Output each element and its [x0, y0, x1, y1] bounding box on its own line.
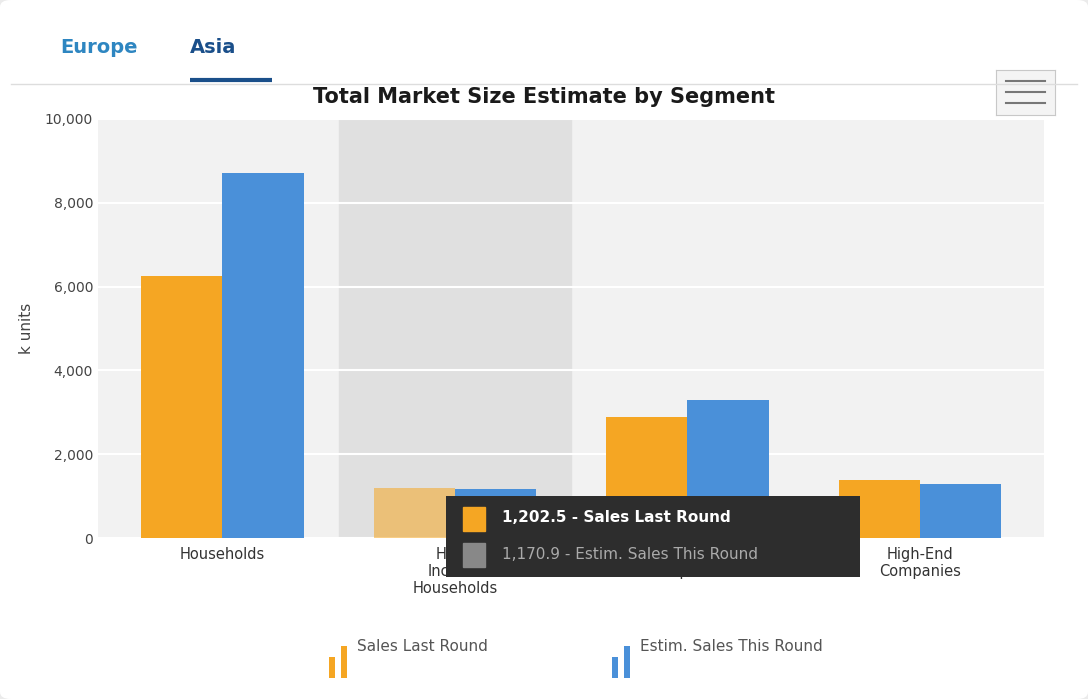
Bar — [342, 646, 347, 678]
Text: Total Market Size Estimate by Segment: Total Market Size Estimate by Segment — [313, 87, 775, 108]
Text: 1,170.9 - Estim. Sales This Round: 1,170.9 - Estim. Sales This Round — [502, 547, 758, 563]
Bar — [688, 400, 769, 538]
Bar — [613, 657, 618, 678]
Text: Asia: Asia — [190, 38, 237, 57]
Bar — [625, 646, 630, 678]
Text: Europe: Europe — [60, 38, 137, 57]
Bar — [141, 276, 222, 538]
Bar — [373, 488, 455, 538]
Text: 1,202.5 - Sales Last Round: 1,202.5 - Sales Last Round — [502, 510, 731, 526]
Text: Sales Last Round: Sales Last Round — [357, 639, 487, 654]
Bar — [920, 484, 1001, 538]
Bar — [338, 119, 571, 538]
Bar — [455, 489, 536, 538]
Bar — [462, 543, 485, 567]
Bar — [222, 173, 304, 538]
FancyBboxPatch shape — [434, 494, 871, 579]
Text: Estim. Sales This Round: Estim. Sales This Round — [640, 639, 823, 654]
Bar — [606, 417, 688, 538]
Bar — [839, 480, 920, 538]
Y-axis label: k units: k units — [18, 303, 34, 354]
Bar — [330, 657, 335, 678]
Bar — [462, 507, 485, 531]
